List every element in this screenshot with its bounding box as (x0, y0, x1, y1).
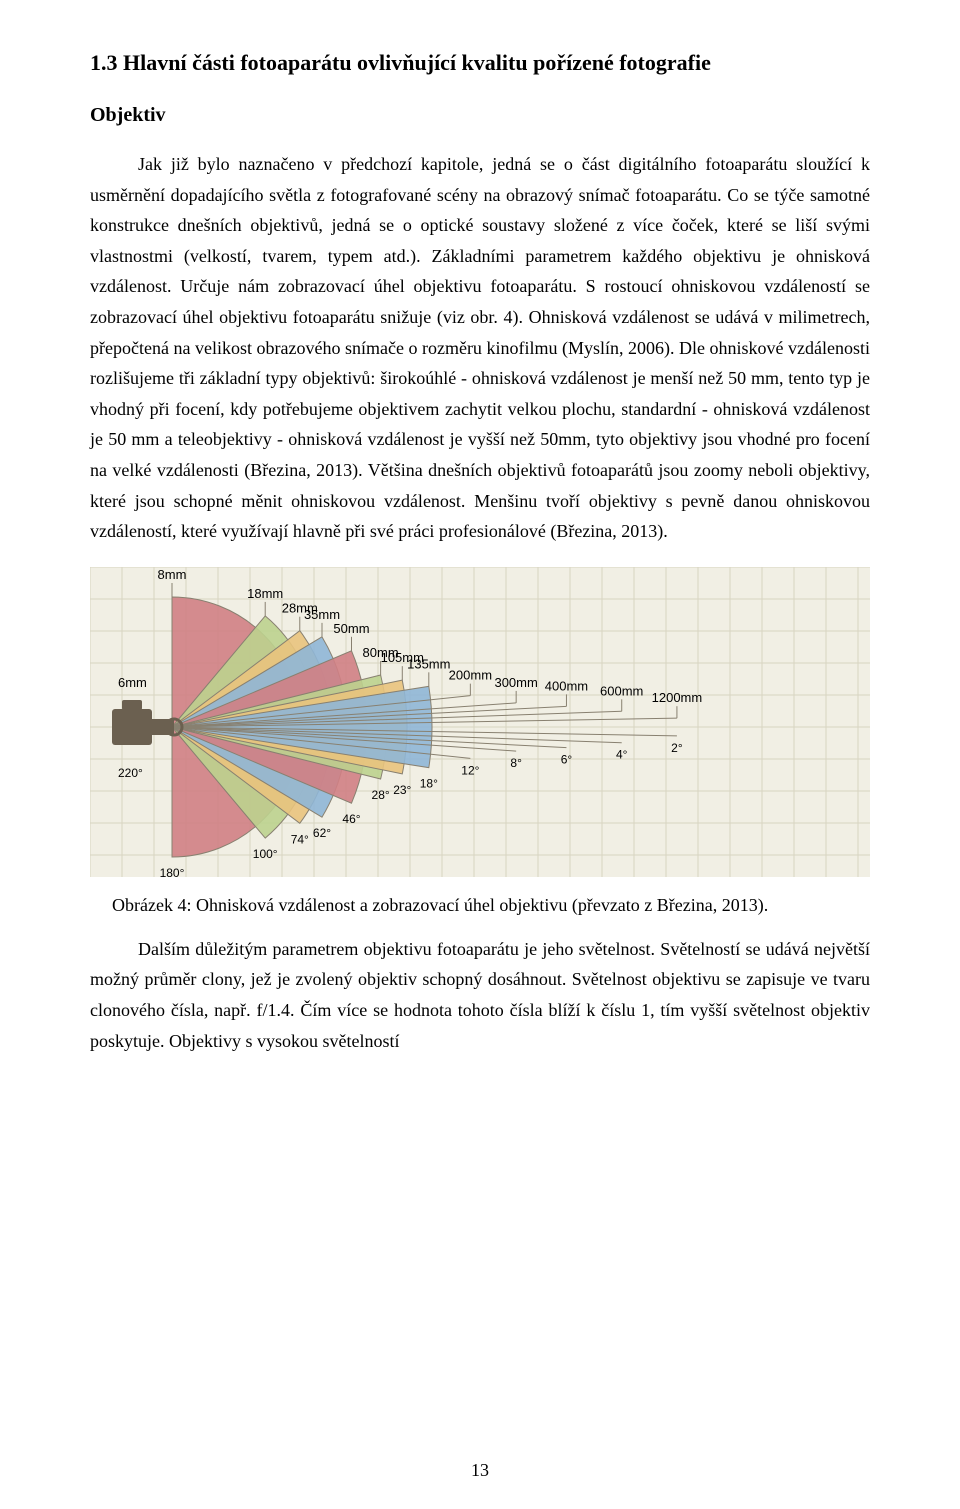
svg-text:18mm: 18mm (247, 586, 283, 601)
svg-text:2°: 2° (671, 741, 683, 755)
svg-text:8mm: 8mm (158, 567, 187, 582)
page: 1.3 Hlavní části fotoaparátu ovlivňující… (0, 0, 960, 1509)
figure-caption: Obrázek 4: Ohnisková vzdálenost a zobraz… (90, 895, 870, 916)
page-number: 13 (0, 1460, 960, 1481)
svg-text:200mm: 200mm (449, 667, 492, 682)
svg-text:1200mm: 1200mm (652, 690, 703, 705)
svg-text:600mm: 600mm (600, 683, 643, 698)
svg-text:400mm: 400mm (545, 678, 588, 693)
sub-heading: Objektiv (90, 104, 870, 127)
svg-text:6mm: 6mm (118, 675, 147, 690)
svg-text:50mm: 50mm (333, 621, 369, 636)
svg-text:180°: 180° (160, 866, 185, 877)
svg-text:300mm: 300mm (494, 675, 537, 690)
svg-text:220°: 220° (118, 766, 143, 780)
svg-text:23°: 23° (393, 783, 411, 797)
svg-text:100°: 100° (253, 847, 278, 861)
paragraph-2: Dalším důležitým parametrem objektivu fo… (90, 934, 870, 1056)
section-heading: 1.3 Hlavní části fotoaparátu ovlivňující… (90, 50, 870, 76)
svg-text:62°: 62° (313, 826, 331, 840)
focal-length-figure: 8mm18mm28mm35mm50mm80mm105mm135mm200mm30… (90, 567, 870, 877)
paragraph-1: Jak již bylo naznačeno v předchozí kapit… (90, 149, 870, 547)
svg-text:135mm: 135mm (407, 656, 450, 671)
svg-text:35mm: 35mm (304, 607, 340, 622)
svg-text:18°: 18° (420, 776, 438, 790)
svg-text:6°: 6° (561, 752, 573, 766)
svg-text:8°: 8° (510, 756, 522, 770)
focal-length-diagram: 8mm18mm28mm35mm50mm80mm105mm135mm200mm30… (90, 567, 870, 877)
svg-text:4°: 4° (616, 747, 628, 761)
svg-text:28°: 28° (372, 788, 390, 802)
svg-text:46°: 46° (342, 812, 360, 826)
svg-text:74°: 74° (291, 832, 309, 846)
svg-text:12°: 12° (461, 763, 479, 777)
